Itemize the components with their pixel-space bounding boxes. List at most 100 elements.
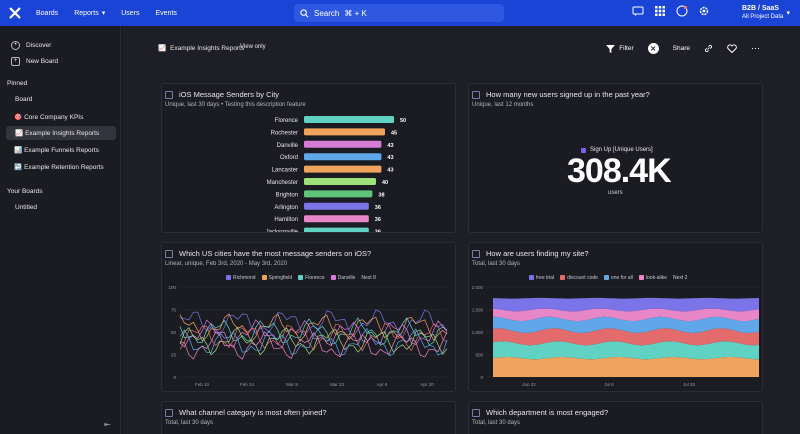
nav-boards-label: Boards (36, 9, 59, 17)
heart-icon[interactable] (727, 44, 737, 53)
sidebar-item-retention-reports[interactable]: ↩️ Example Retention Reports (9, 160, 119, 174)
insights-icon (165, 249, 173, 258)
view-only-badge: View only (240, 44, 266, 50)
y-tick-label: 500 (475, 353, 483, 358)
report-card[interactable]: How are users finding my site? Total, la… (468, 242, 763, 392)
area-series (493, 341, 759, 360)
insights-icon (165, 408, 173, 417)
avatar[interactable]: ✕ (647, 43, 659, 54)
bar-category-label: Jacksonville (266, 230, 299, 232)
card-title[interactable]: How many new users signed up in the past… (486, 90, 650, 99)
card-subtitle: Total, last 30 days (472, 420, 521, 426)
plus-icon: + (11, 56, 20, 66)
legend-item-label: Florence (305, 275, 325, 281)
sidebar-item-new-board[interactable]: + New Board (6, 54, 116, 68)
sidebar-item-insights-reports[interactable]: 📈 Example Insights Reports (6, 126, 116, 140)
legend-item-label: Richmond (233, 275, 256, 281)
filter-button[interactable]: Filter (606, 44, 634, 53)
area-series (493, 297, 759, 312)
sidebar-item-board[interactable]: Board (15, 96, 33, 103)
bar (304, 153, 382, 161)
sidebar-section-your-boards: Your Boards (7, 188, 43, 195)
legend-item-label: one for all (610, 275, 633, 281)
nav-reports[interactable]: Reports ▾ (74, 9, 106, 18)
card-title[interactable]: iOS Message Senders by City (179, 90, 280, 99)
nav-users[interactable]: Users (121, 10, 139, 17)
area-series (493, 316, 759, 333)
chat-icon[interactable] (632, 5, 644, 17)
legend-item[interactable]: Springfield (261, 275, 292, 281)
link-icon[interactable] (704, 44, 713, 53)
report-card[interactable]: How many new users signed up in the past… (468, 83, 763, 233)
help-icon[interactable] (676, 5, 688, 17)
bar-value-label: 45 (391, 130, 397, 136)
project-name: B2B / SaaS (742, 5, 779, 12)
share-button[interactable]: Share (672, 45, 690, 52)
nav-boards[interactable]: Boards (36, 10, 58, 17)
filter-icon (606, 44, 616, 53)
series-line (179, 319, 448, 349)
y-tick-label: 2,000 (472, 285, 484, 290)
more-icon[interactable]: ⋯ (751, 43, 760, 53)
insights-icon (165, 90, 173, 99)
legend-item[interactable]: discount code (560, 275, 598, 281)
y-tick-label: 25 (171, 353, 177, 358)
legend-item[interactable]: free trial (529, 275, 554, 281)
legend-more-button[interactable]: Next 2 (673, 275, 688, 281)
bar-chart-icon: 📊 (14, 147, 23, 154)
y-tick-label: 75 (171, 308, 177, 313)
area-series (493, 357, 759, 377)
sidebar-item-core-kpis[interactable]: 🎯 Core Company KPIs (9, 110, 119, 124)
insights-icon (472, 90, 480, 99)
legend-item[interactable]: one for all (603, 275, 633, 281)
y-tick-label: 1,000 (472, 330, 484, 335)
series-line (179, 326, 448, 356)
sidebar-item-label: New Board (26, 57, 59, 65)
legend-item-label: Danville (337, 275, 356, 281)
report-card[interactable]: Which US cities have the most message se… (161, 242, 456, 392)
insights-icon (472, 249, 480, 258)
metric-value: 308.4K (567, 152, 672, 190)
sidebar-section-pinned: Pinned (7, 80, 28, 87)
nav-users-label: Users (121, 9, 140, 17)
legend-item[interactable]: Richmond (226, 275, 256, 281)
logo-icon[interactable] (8, 6, 22, 20)
legend-item[interactable]: Florence (298, 275, 325, 281)
card-title[interactable]: What channel category is most often join… (179, 408, 327, 417)
chevron-down-icon[interactable]: ▾ (786, 10, 790, 17)
chevron-down-icon: ▾ (101, 10, 106, 17)
sidebar-item-untitled[interactable]: Untitled (15, 204, 38, 211)
x-tick-label: Mar 9 (286, 382, 298, 387)
card-title[interactable]: Which US cities have the most message se… (179, 249, 372, 258)
area-chart: 0 500 1,000 1,500 2,000 Jun 22 Jul 6 Jul 20 (472, 285, 759, 387)
nav-events[interactable]: Events (156, 10, 177, 17)
sidebar-item-discover[interactable]: • Discover (6, 38, 116, 52)
apps-grid-icon[interactable] (654, 5, 666, 17)
legend-item[interactable]: look-alike (638, 275, 667, 281)
report-card[interactable]: Which department is most engaged? Total,… (468, 401, 763, 434)
board-title-text: Example Insights Reports (170, 44, 245, 52)
search-input[interactable]: Search ⌘ + K (294, 4, 504, 22)
bar-category-label: Lancaster (272, 168, 298, 174)
sidebar-item-label: Example Retention Reports (24, 163, 104, 171)
metric-label: Sign Up [Unique Users] (581, 147, 653, 153)
collapse-sidebar-icon[interactable]: ⇤ (104, 420, 111, 429)
report-card[interactable]: What channel category is most often join… (161, 401, 456, 434)
legend-item[interactable]: Danville (330, 275, 356, 281)
report-card[interactable]: iOS Message Senders by City Unique, last… (161, 83, 456, 233)
card-title[interactable]: How are users finding my site? (486, 249, 589, 258)
bar-category-label: Rochester (271, 130, 298, 136)
bar-value-label: 36 (375, 230, 381, 232)
y-tick-label: 0 (173, 375, 176, 380)
gear-icon[interactable] (698, 5, 710, 17)
return-arrow-icon: ↩️ (14, 164, 23, 171)
nav-reports-label: Reports (74, 9, 99, 17)
sidebar-item-funnels-reports[interactable]: 📊 Example Funnels Reports (9, 143, 119, 157)
bar-category-label: Hamilton (274, 217, 298, 223)
project-selector[interactable]: B2B / SaaS All Project Data (742, 5, 783, 21)
legend-more-button[interactable]: Next 8 (361, 275, 376, 281)
card-title[interactable]: Which department is most engaged? (486, 408, 609, 417)
bar-category-label: Manchester (267, 180, 298, 186)
bar (304, 165, 382, 173)
top-nav-bar: Boards Reports ▾ Users Events Search ⌘ + … (0, 0, 800, 26)
